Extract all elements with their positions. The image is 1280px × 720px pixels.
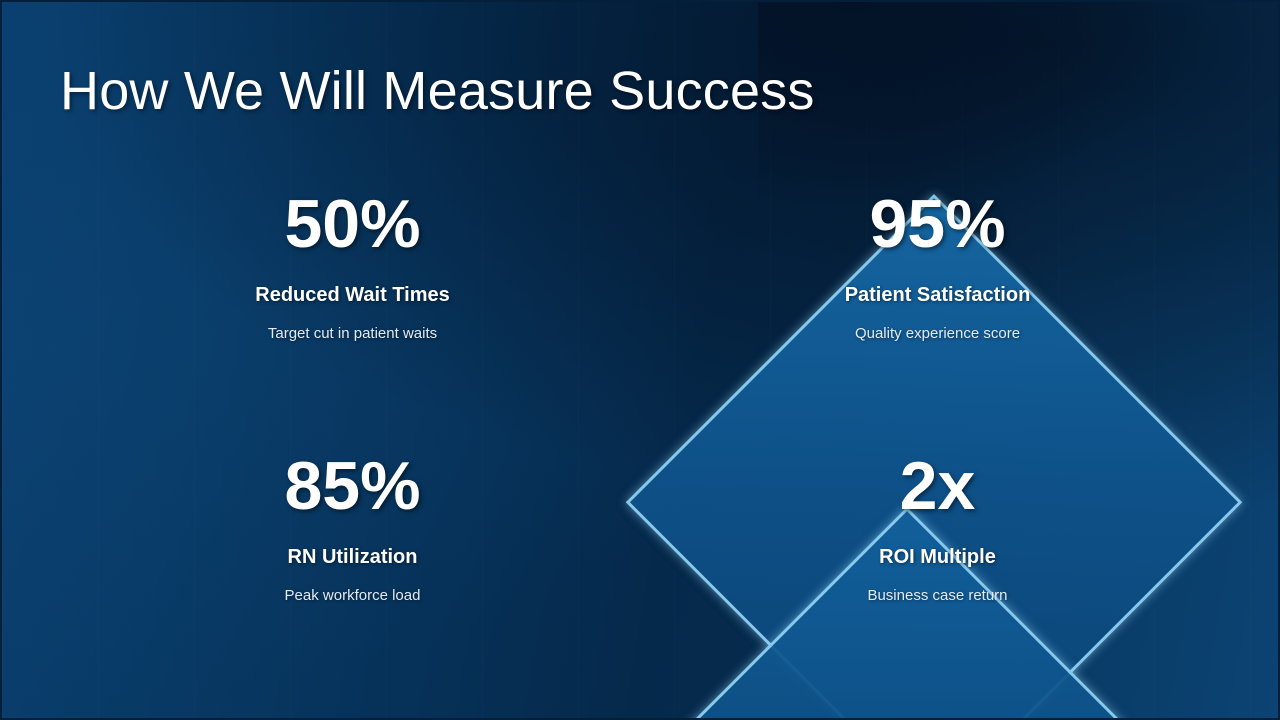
metric-description: Target cut in patient waits — [267, 325, 438, 342]
metric-card-rn-utilization: 85% RN Utilization Peak workforce load — [60, 432, 645, 682]
metric-description: Peak workforce load — [284, 587, 421, 604]
page-title: How We Will Measure Success — [60, 61, 815, 121]
metric-value: 95% — [869, 186, 1006, 262]
metric-card-roi-multiple: 2x ROI Multiple Business case return — [645, 432, 1230, 682]
metric-label: Reduced Wait Times — [255, 284, 450, 306]
metric-label: RN Utilization — [287, 546, 418, 568]
metric-value: 50% — [284, 186, 421, 262]
metric-value: 85% — [284, 448, 421, 524]
metric-card-patient-satisfaction: 95% Patient Satisfaction Quality experie… — [645, 182, 1230, 432]
metric-description: Business case return — [867, 587, 1008, 604]
metrics-grid: 50% Reduced Wait Times Target cut in pat… — [60, 182, 1230, 682]
metric-value: 2x — [899, 448, 976, 524]
metric-label: Patient Satisfaction — [844, 284, 1031, 306]
metric-label: ROI Multiple — [879, 546, 996, 568]
metric-description: Quality experience score — [854, 325, 1021, 342]
metric-card-reduced-wait-times: 50% Reduced Wait Times Target cut in pat… — [60, 182, 645, 432]
